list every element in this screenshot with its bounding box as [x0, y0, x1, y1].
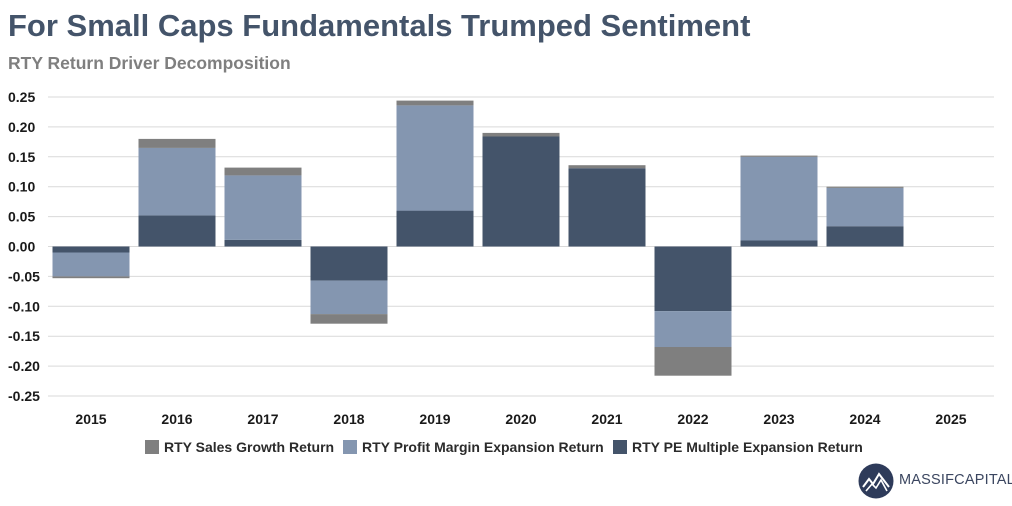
bar-segment — [138, 215, 216, 247]
x-tick-label: 2015 — [75, 411, 106, 427]
chart-title: For Small Caps Fundamentals Trumped Sent… — [8, 8, 751, 43]
y-tick-label: -0.25 — [8, 388, 40, 404]
bar-segment — [138, 147, 216, 216]
bar-segment — [826, 186, 904, 188]
bar-segment — [654, 311, 732, 347]
bar-segment — [826, 187, 904, 227]
bar-segment — [224, 239, 302, 247]
bar-segment — [138, 138, 216, 148]
bar-segment — [568, 165, 646, 169]
bar-segment — [826, 226, 904, 247]
x-tick-label: 2023 — [763, 411, 794, 427]
y-tick-label: -0.05 — [8, 268, 40, 284]
y-tick-label: 0.20 — [8, 119, 35, 135]
legend-swatch — [343, 440, 357, 454]
bar-segment — [654, 246, 732, 312]
bar-segment — [396, 105, 474, 211]
bar-segment — [224, 175, 302, 240]
x-tick-label: 2016 — [161, 411, 192, 427]
legend-label: RTY Sales Growth Return — [164, 439, 334, 455]
x-tick-label: 2025 — [935, 411, 966, 427]
legend-swatch — [613, 440, 627, 454]
bar-segment — [396, 210, 474, 247]
logo-text: MASSIFCAPITAL — [899, 472, 1012, 488]
y-tick-label: 0.25 — [8, 89, 35, 105]
bar-segment — [310, 246, 388, 281]
legend-label: RTY Profit Margin Expansion Return — [362, 439, 604, 455]
bar-segment — [482, 136, 560, 247]
y-tick-label: 0.10 — [8, 179, 35, 195]
y-tick-label: -0.10 — [8, 298, 40, 314]
mountain-logo-icon — [858, 463, 894, 499]
bar-segment — [52, 246, 130, 253]
y-axis-ticks: 0.25 0.20 0.15 0.10 0.05 0.00 -0.05 -0.10 -0.15 -… — [8, 89, 40, 404]
y-tick-label: -0.15 — [8, 328, 40, 344]
bars — [52, 100, 904, 376]
legend-swatch — [145, 440, 159, 454]
bar-segment — [310, 314, 388, 324]
y-tick-label: -0.20 — [8, 358, 40, 374]
bar-segment — [740, 155, 818, 157]
y-tick-label: 0.15 — [8, 149, 35, 165]
bar-segment — [52, 276, 130, 279]
x-axis-ticks: 2015 2016 2017 2018 2019 2020 2021 2022 2023 2024… — [75, 411, 966, 427]
bar-segment — [396, 100, 474, 106]
x-tick-label: 2021 — [591, 411, 622, 427]
x-tick-label: 2020 — [505, 411, 536, 427]
bar-segment — [52, 252, 130, 277]
massif-capital-logo: MASSIFCAPITAL — [858, 462, 1012, 500]
bar-segment — [654, 347, 732, 376]
x-tick-label: 2024 — [849, 411, 880, 427]
bar-segment — [310, 280, 388, 315]
x-tick-label: 2022 — [677, 411, 708, 427]
x-tick-label: 2017 — [247, 411, 278, 427]
legend-label: RTY PE Multiple Expansion Return — [632, 439, 863, 455]
bar-segment — [740, 156, 818, 241]
bar-segment — [740, 240, 818, 247]
chart-subtitle: RTY Return Driver Decomposition — [8, 53, 291, 73]
bar-segment — [568, 168, 646, 247]
legend: RTY Sales Growth Return RTY Profit Margin… — [145, 439, 863, 455]
bar-segment — [482, 132, 560, 137]
x-tick-label: 2019 — [419, 411, 450, 427]
bar-segment — [224, 167, 302, 176]
y-tick-label: 0.00 — [8, 239, 35, 255]
y-tick-label: 0.05 — [8, 209, 35, 225]
x-tick-label: 2018 — [333, 411, 364, 427]
